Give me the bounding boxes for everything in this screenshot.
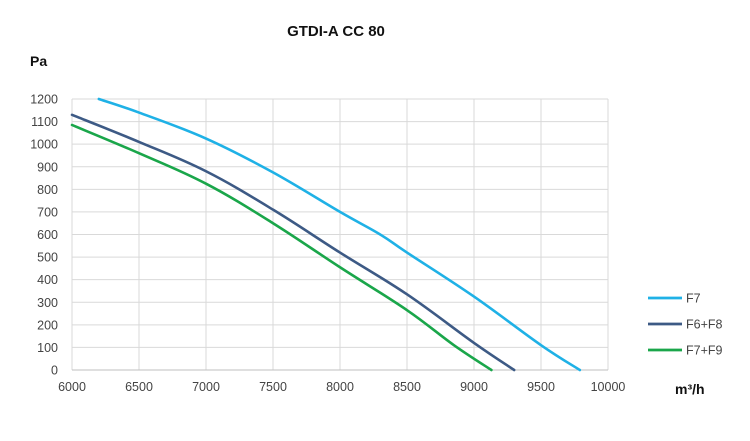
y-tick-label: 1200 xyxy=(30,93,58,107)
y-axis-unit: Pa xyxy=(30,53,47,69)
y-tick-label: 600 xyxy=(37,228,58,242)
legend: F7 F6+F8 F7+F9 xyxy=(648,292,723,358)
x-tick-label: 9000 xyxy=(460,380,488,394)
series-line-f6-f8 xyxy=(70,113,516,372)
legend-label-f7: F7 xyxy=(686,292,701,306)
x-tick-label: 8000 xyxy=(326,380,354,394)
y-tick-label: 300 xyxy=(37,296,58,310)
y-tick-label: 700 xyxy=(37,205,58,219)
series-line-f7 xyxy=(97,97,582,372)
x-axis-unit: m³/h xyxy=(675,381,705,397)
x-tick-label: 9500 xyxy=(527,380,555,394)
x-tick-label: 10000 xyxy=(591,380,626,394)
y-tick-label: 400 xyxy=(37,273,58,287)
y-tick-label: 1100 xyxy=(31,115,58,129)
y-tick-label: 1000 xyxy=(30,138,58,152)
x-tick-label: 7000 xyxy=(192,380,220,394)
x-tick-label: 7500 xyxy=(259,380,287,394)
x-tick-label: 6500 xyxy=(125,380,153,394)
x-tick-label: 8500 xyxy=(393,380,421,394)
y-tick-label: 900 xyxy=(37,160,58,174)
legend-label-f7-f9: F7+F9 xyxy=(686,344,723,358)
y-tick-label: 100 xyxy=(37,341,58,355)
y-tick-label: 800 xyxy=(37,183,58,197)
y-tick-label: 200 xyxy=(37,318,58,332)
chart-title: GTDI-A CC 80 xyxy=(287,23,385,40)
series-line-f7-f9 xyxy=(70,123,493,372)
series-lines xyxy=(70,97,582,372)
y-tick-label: 500 xyxy=(37,251,58,265)
y-tick-label: 0 xyxy=(51,364,58,378)
gridlines xyxy=(71,98,609,370)
axes: 0 100 200 300 400 500 600 700 800 900 1000 1100 1200… xyxy=(30,93,625,395)
x-tick-label: 6000 xyxy=(58,380,86,394)
legend-label-f6-f8: F6+F8 xyxy=(686,318,723,332)
